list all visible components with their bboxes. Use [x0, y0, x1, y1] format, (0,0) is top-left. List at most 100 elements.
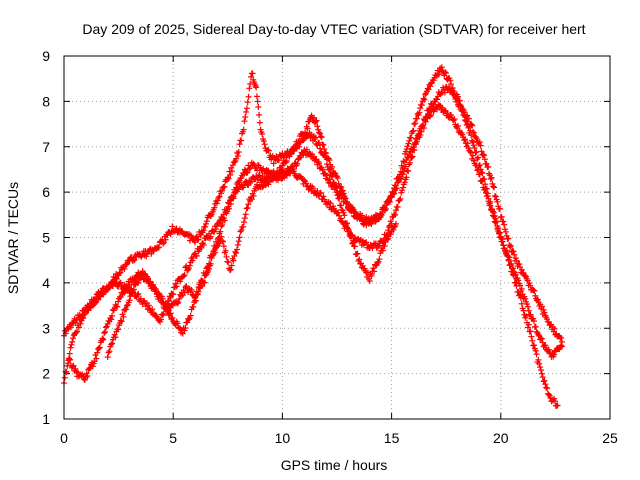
data-point: [177, 278, 184, 285]
data-point: [554, 402, 561, 409]
data-point: [67, 324, 74, 331]
data-point: [374, 260, 381, 267]
data-point: [507, 261, 514, 268]
data-point: [225, 259, 232, 266]
data-point: [409, 128, 416, 135]
data-point: [385, 227, 392, 234]
data-point: [510, 272, 517, 279]
data-point: [527, 328, 534, 335]
data-point: [541, 309, 548, 316]
data-point: [317, 189, 324, 196]
data-point: [225, 175, 232, 182]
data-point: [303, 146, 310, 153]
data-point: [78, 313, 85, 320]
data-point: [518, 285, 525, 292]
data-point: [538, 335, 545, 342]
data-point: [259, 130, 266, 137]
data-point: [69, 338, 76, 345]
data-point: [544, 385, 551, 392]
data-point: [242, 211, 249, 218]
data-point: [240, 223, 247, 230]
data-point: [187, 312, 194, 319]
data-point: [247, 179, 254, 186]
data-point: [173, 283, 180, 290]
data-point: [341, 212, 348, 219]
data-point: [222, 247, 229, 254]
data-point: [123, 306, 130, 313]
data-point: [104, 354, 111, 361]
data-point: [328, 172, 335, 179]
data-point: [291, 145, 298, 152]
data-point: [477, 142, 484, 149]
data-point: [412, 120, 419, 127]
data-point: [150, 284, 157, 291]
data-point: [229, 168, 235, 175]
data-point: [467, 148, 474, 155]
x-tick-label: 0: [60, 430, 68, 446]
data-point: [254, 98, 261, 105]
data-point: [150, 281, 157, 288]
data-point: [425, 86, 432, 93]
data-point: [213, 200, 220, 207]
data-point: [403, 174, 410, 181]
data-point: [323, 161, 330, 168]
data-point: [116, 280, 123, 287]
data-point: [427, 112, 434, 119]
data-point: [143, 253, 150, 260]
data-point: [502, 228, 509, 235]
y-tick-label: 3: [42, 320, 50, 336]
data-point: [216, 193, 223, 200]
data-point: [313, 117, 320, 124]
grid: [64, 56, 610, 419]
data-point: [329, 173, 336, 180]
data-point: [320, 193, 327, 200]
data-point: [155, 244, 162, 251]
data-point: [473, 135, 480, 142]
data-point: [159, 295, 166, 302]
data-point: [421, 96, 428, 103]
data-point: [74, 328, 81, 335]
data-point: [253, 93, 260, 100]
data-point: [397, 176, 404, 183]
data-point: [218, 233, 225, 240]
data-point: [290, 165, 297, 172]
data-point: [232, 189, 239, 196]
data-point: [491, 192, 498, 199]
data-point: [461, 137, 468, 144]
data-point: [406, 159, 413, 166]
data-point: [337, 202, 344, 209]
data-point: [542, 342, 549, 349]
data-point: [66, 356, 73, 363]
data-point: [105, 349, 112, 356]
data-point: [275, 169, 282, 176]
data-point: [122, 287, 129, 294]
data-point: [536, 360, 543, 367]
data-point: [502, 247, 509, 254]
data-point: [334, 174, 341, 181]
data-point: [379, 247, 386, 254]
data-point: [404, 143, 411, 150]
data-point: [309, 185, 316, 192]
data-point: [77, 320, 84, 327]
data-point: [505, 235, 512, 242]
data-point: [189, 257, 196, 264]
data-point: [510, 271, 517, 278]
data-point: [319, 141, 326, 148]
data-point: [247, 178, 254, 185]
data-point: [407, 134, 414, 141]
data-point: [487, 198, 494, 205]
data-point: [81, 310, 88, 317]
y-tick-label: 7: [42, 139, 50, 155]
data-point: [396, 197, 403, 204]
data-point: [179, 330, 186, 337]
data-point: [320, 142, 327, 149]
y-tick-label: 2: [42, 366, 50, 382]
data-point: [228, 262, 235, 269]
data-point: [195, 236, 202, 243]
data-point: [200, 241, 207, 248]
data-point: [378, 209, 385, 216]
data-points: [61, 64, 565, 409]
data-point: [67, 356, 74, 363]
data-point: [496, 205, 503, 212]
data-point: [240, 219, 247, 226]
